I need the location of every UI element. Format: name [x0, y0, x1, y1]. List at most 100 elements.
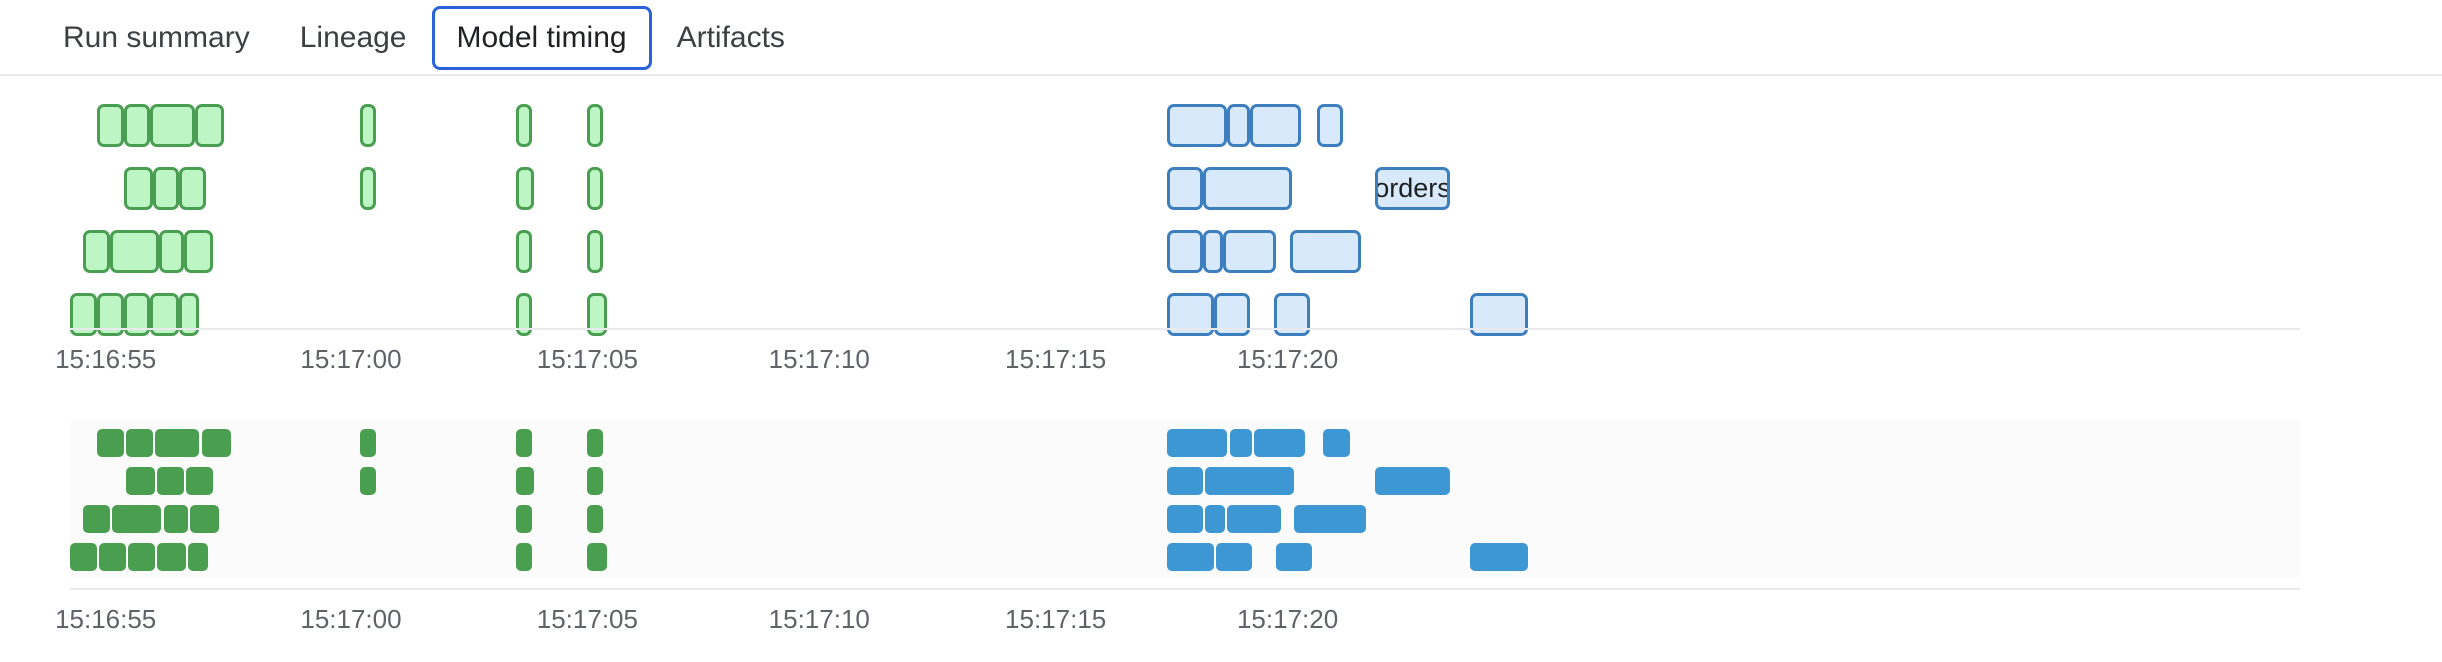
timeline-bar[interactable] — [516, 505, 532, 533]
timeline-bar[interactable] — [188, 543, 209, 571]
timeline-lane — [70, 467, 2300, 495]
timeline-bar[interactable] — [1222, 230, 1277, 273]
timeline-bar[interactable] — [1374, 467, 1451, 495]
timeline-bar[interactable] — [1205, 505, 1226, 533]
timeline-bar[interactable] — [516, 230, 532, 273]
timeline-bar[interactable] — [179, 293, 200, 336]
timeline-bar[interactable] — [150, 104, 195, 147]
axis-tick-label: 15:17:05 — [536, 604, 638, 634]
timeline-bar[interactable] — [1167, 230, 1203, 273]
timeline-bar[interactable] — [1276, 543, 1313, 571]
timeline-lane — [70, 543, 2300, 571]
tab-artifacts[interactable]: Artifacts — [676, 21, 785, 54]
timeline-bar[interactable] — [587, 467, 603, 495]
timeline-bar[interactable] — [110, 230, 160, 273]
timeline-bar[interactable] — [587, 429, 603, 457]
timeline-bar[interactable] — [516, 467, 534, 495]
tab-lineage[interactable]: Lineage — [299, 21, 407, 54]
timeline-bar[interactable] — [190, 505, 220, 533]
timeline-bar[interactable] — [587, 167, 603, 210]
tab-run-summary[interactable]: Run summary — [63, 21, 250, 54]
timeline-bar[interactable] — [1229, 429, 1252, 457]
timeline-bar[interactable] — [359, 467, 376, 495]
axis-tick-label: 15:17:20 — [1236, 604, 1339, 634]
axis-tick-label: 15:17:05 — [536, 344, 638, 374]
timeline-bar[interactable] — [1205, 467, 1295, 495]
timeline-bar[interactable] — [1167, 104, 1228, 147]
timeline-bar[interactable] — [112, 505, 162, 533]
timeline-bar[interactable] — [1316, 104, 1344, 147]
axis-tick-label: 15:17:00 — [300, 604, 402, 634]
timeline-bar[interactable] — [587, 104, 603, 147]
tab-bar: Run summary Lineage Model timing Artifacts — [0, 0, 2442, 76]
timeline-bar[interactable] — [516, 429, 532, 457]
timeline-bar[interactable] — [154, 429, 200, 457]
timeline-bar[interactable] — [1167, 167, 1203, 210]
time-axis-outline: 15:16:55 15:17:00 15:17:05 15:17:10 15:17:15… — [55, 328, 2300, 374]
timeline-bar[interactable] — [123, 104, 151, 147]
timeline-bar[interactable] — [70, 543, 97, 571]
time-axis-solid: 15:16:55 15:17:00 15:17:05 15:17:10 15:17:15… — [55, 588, 2300, 634]
tab-model-timing[interactable]: Model timing — [431, 6, 652, 70]
timeline-bar[interactable] — [1249, 104, 1301, 147]
timeline-bar[interactable] — [587, 230, 603, 273]
timeline-bar[interactable] — [194, 104, 224, 147]
timeline-bar[interactable] — [1227, 505, 1281, 533]
model-timing-chart-solid: 15:16:55 15:17:00 15:17:05 15:17:10 15:17:15… — [0, 406, 2442, 656]
timeline-bar[interactable] — [179, 167, 207, 210]
timeline-bar[interactable] — [96, 104, 124, 147]
timeline-bar[interactable] — [1470, 543, 1529, 571]
timeline-bar[interactable] — [1294, 505, 1366, 533]
axis-tick-label: 15:16:55 — [55, 604, 157, 634]
timeline-bar[interactable] — [163, 505, 189, 533]
timeline-bar[interactable] — [1216, 543, 1252, 571]
timeline-bar[interactable] — [587, 293, 608, 336]
timeline-bar[interactable] — [359, 429, 376, 457]
axis-tick-label: 15:17:00 — [300, 344, 402, 374]
axis-tick-label: 15:17:15 — [1005, 604, 1107, 634]
timeline-lane — [70, 505, 2300, 533]
tab-list: Run summary Lineage Model timing Artifacts — [38, 0, 810, 76]
timeline-bar[interactable] — [125, 429, 153, 457]
timeline-lane: orders — [70, 167, 2300, 210]
timeline-bar[interactable] — [159, 230, 184, 273]
timeline-bar[interactable] — [1254, 429, 1306, 457]
timeline-bar[interactable] — [125, 467, 155, 495]
timeline-bar[interactable] — [183, 230, 213, 273]
timeline-lane — [70, 230, 2300, 273]
timeline-bar[interactable] — [1167, 543, 1214, 571]
timeline-bar[interactable] — [83, 505, 111, 533]
timeline-bar[interactable] — [123, 167, 153, 210]
timeline-bar[interactable] — [359, 167, 376, 210]
timeline-lane — [70, 429, 2300, 457]
timeline-bar[interactable] — [201, 429, 231, 457]
timeline-bar[interactable] — [96, 429, 124, 457]
timeline-bar[interactable] — [152, 167, 180, 210]
timeline-bar[interactable] — [1289, 230, 1362, 273]
timeline-bar[interactable] — [359, 104, 376, 147]
timeline-bar[interactable] — [587, 505, 603, 533]
timeline-bar[interactable] — [516, 167, 534, 210]
timeline-bar-orders[interactable]: orders — [1374, 167, 1451, 210]
timeline-bar[interactable] — [516, 104, 532, 147]
timeline-bar[interactable] — [587, 543, 608, 571]
timeline-bar[interactable] — [1167, 429, 1228, 457]
timeline-bar[interactable] — [516, 293, 532, 336]
timeline-bar[interactable] — [1323, 429, 1350, 457]
timeline-bar[interactable] — [1167, 467, 1203, 495]
timeline-bar[interactable] — [83, 230, 111, 273]
timeline-bar[interactable] — [516, 543, 532, 571]
timeline-bar[interactable] — [1167, 505, 1203, 533]
timeline-bar[interactable] — [156, 543, 186, 571]
timeline-bar[interactable] — [156, 467, 184, 495]
timeline-lane — [70, 104, 2300, 147]
timeline-bar[interactable] — [1202, 230, 1223, 273]
timeline-bar[interactable] — [127, 543, 155, 571]
plot-area-outline: orders — [70, 100, 2300, 336]
axis-tick-label: 15:17:15 — [1005, 344, 1107, 374]
timeline-bar[interactable] — [98, 543, 126, 571]
plot-area-solid — [70, 420, 2300, 578]
timeline-bar[interactable] — [1227, 104, 1250, 147]
timeline-bar[interactable] — [185, 467, 213, 495]
timeline-bar[interactable] — [1202, 167, 1293, 210]
